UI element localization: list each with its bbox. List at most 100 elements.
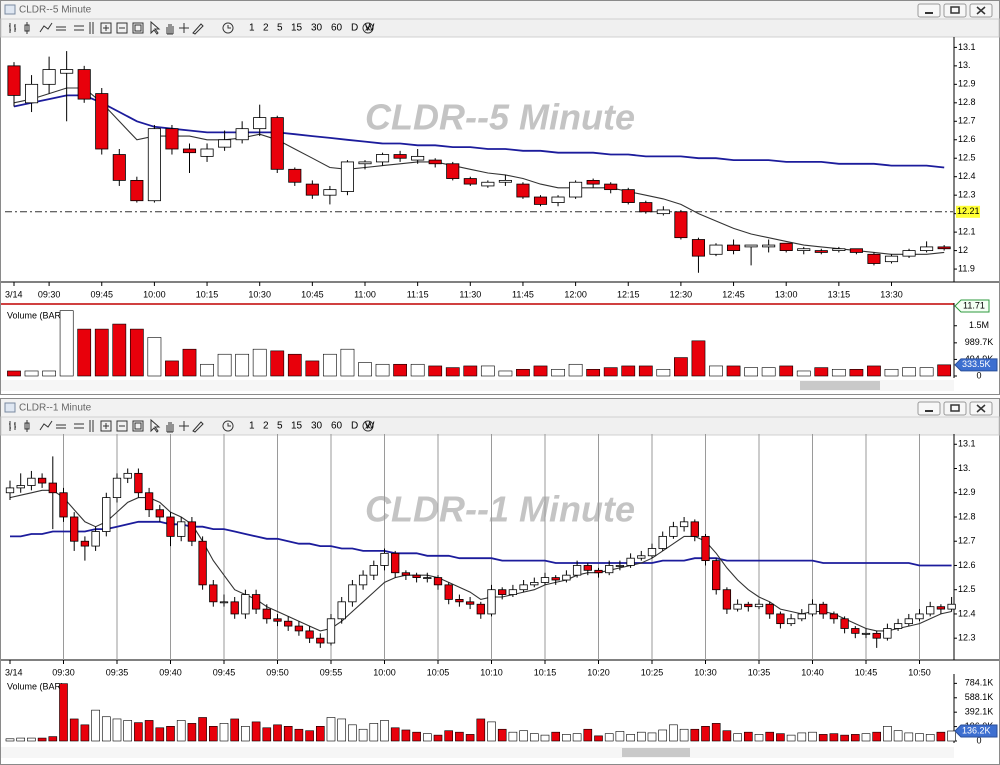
- maximize-button[interactable]: [943, 3, 967, 18]
- volume-bar: [893, 730, 903, 742]
- hand-tool[interactable]: [166, 24, 174, 35]
- clock-tool[interactable]: [222, 420, 234, 432]
- list-tool[interactable]: [74, 423, 84, 429]
- list-tool[interactable]: [74, 25, 84, 31]
- volume-bar: [726, 365, 741, 377]
- volume-bar: [562, 734, 571, 742]
- volume-bar: [604, 733, 614, 742]
- volume-bar: [615, 731, 625, 742]
- volume-bar: [626, 734, 635, 742]
- interval-button[interactable]: 60: [331, 23, 343, 34]
- candle-body: [376, 154, 390, 163]
- y-tick-label: 12.6: [958, 560, 976, 570]
- interval-button[interactable]: 2: [263, 23, 269, 34]
- candle-body: [294, 625, 304, 632]
- volume-bar: [884, 368, 899, 377]
- zoom-out-tool[interactable]: [116, 22, 128, 34]
- toolbar: [0, 18, 1000, 38]
- candle-body: [7, 65, 21, 96]
- line-tool[interactable]: [39, 420, 53, 431]
- zoom-in-tool[interactable]: [100, 22, 112, 34]
- interval-button[interactable]: 30: [311, 421, 323, 432]
- last-volume-box: [954, 358, 998, 372]
- clock-tool[interactable]: [222, 22, 234, 34]
- interval-button[interactable]: W: [365, 23, 375, 34]
- reset-tool[interactable]: [362, 420, 374, 432]
- hand-tool[interactable]: [166, 422, 174, 433]
- split-tool[interactable]: [89, 420, 94, 432]
- settings-tool[interactable]: [56, 26, 66, 31]
- interval-button[interactable]: 15: [291, 23, 303, 34]
- y-tick-label: 12.8: [958, 511, 976, 521]
- candle-tool[interactable]: [24, 420, 30, 432]
- fit-tool[interactable]: [132, 22, 144, 34]
- interval-button[interactable]: 30: [311, 23, 323, 34]
- interval-button[interactable]: 60: [331, 421, 343, 432]
- minimize-button[interactable]: [917, 401, 941, 416]
- volume-bar: [849, 368, 864, 377]
- split-tool[interactable]: [89, 22, 94, 34]
- x-tick-label: 09:55: [320, 667, 343, 677]
- candle-tool[interactable]: [24, 22, 30, 34]
- volume-bar: [37, 737, 47, 742]
- candle-body: [37, 477, 47, 484]
- candle-body: [251, 594, 261, 610]
- minimize-button[interactable]: [917, 3, 941, 18]
- volume-bar: [551, 368, 565, 377]
- interval-button[interactable]: 5: [277, 421, 283, 432]
- interval-button[interactable]: W: [365, 421, 375, 432]
- candle-body: [241, 594, 250, 615]
- crosshair-tool[interactable]: [179, 421, 189, 431]
- volume-bar: [401, 729, 411, 742]
- candle-body: [433, 577, 443, 586]
- candle-body: [658, 535, 667, 549]
- volume-bar: [287, 353, 302, 377]
- interval-button[interactable]: 1: [249, 23, 255, 34]
- crosshair-tool[interactable]: [179, 23, 189, 33]
- x-tick-label: 10:00: [143, 289, 166, 299]
- candle-body: [412, 574, 421, 578]
- interval-button[interactable]: 5: [277, 23, 283, 34]
- candle-body: [340, 161, 354, 192]
- candle-body: [904, 618, 913, 625]
- interval-button[interactable]: D: [351, 23, 358, 34]
- volume-bar: [182, 348, 197, 377]
- zoom-out-tool[interactable]: [116, 420, 128, 432]
- settings-tool[interactable]: [56, 424, 66, 429]
- y-tick-label: 13.: [958, 60, 971, 70]
- candle-body: [691, 239, 705, 257]
- draw-tool[interactable]: [192, 23, 204, 35]
- candle-body: [487, 589, 496, 615]
- candle-body: [284, 620, 293, 627]
- candle-body: [776, 613, 785, 625]
- volume-bar: [270, 350, 285, 377]
- scrollbar-thumb[interactable]: [800, 381, 880, 390]
- volume-bar: [691, 340, 706, 377]
- candle-body: [25, 83, 39, 104]
- y-tick-label: 13.: [958, 463, 971, 473]
- interval-button[interactable]: 15: [291, 421, 303, 432]
- maximize-button[interactable]: [943, 401, 967, 416]
- interval-button[interactable]: 2: [263, 421, 269, 432]
- pointer-tool[interactable]: [150, 418, 161, 433]
- line-tool[interactable]: [39, 22, 53, 33]
- interval-button[interactable]: 1: [249, 421, 255, 432]
- interval-button[interactable]: D: [351, 421, 358, 432]
- candle-body: [273, 618, 282, 622]
- volume-bar: [465, 734, 475, 742]
- candle-body: [112, 154, 126, 181]
- fit-tool[interactable]: [132, 420, 144, 432]
- zoom-in-tool[interactable]: [100, 420, 112, 432]
- draw-tool[interactable]: [192, 421, 204, 433]
- x-tick-label: 12:30: [670, 289, 693, 299]
- volume-bar: [516, 368, 530, 377]
- candle-body: [594, 569, 603, 574]
- scrollbar-thumb[interactable]: [622, 748, 690, 757]
- reset-tool[interactable]: [362, 22, 374, 34]
- pointer-tool[interactable]: [150, 20, 161, 35]
- volume-bar: [155, 727, 165, 742]
- volume-bar: [112, 323, 127, 377]
- bar-chart-tool[interactable]: [9, 23, 16, 33]
- bar-chart-tool[interactable]: [9, 421, 16, 431]
- volume-bar: [251, 721, 261, 742]
